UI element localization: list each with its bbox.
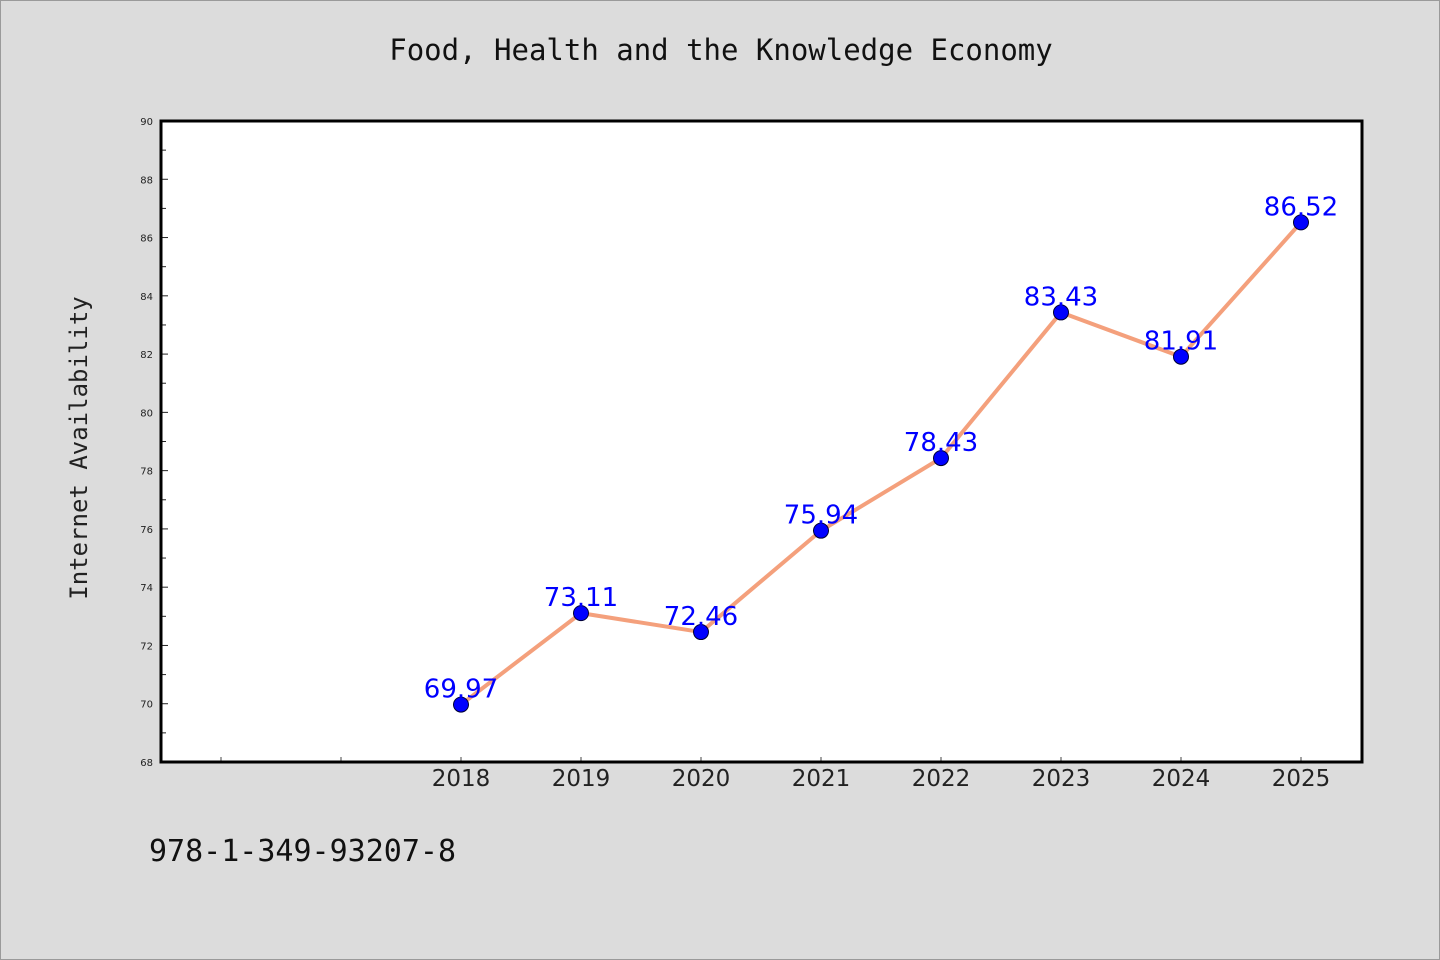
x-tick-label: 2022 [912, 766, 971, 792]
data-point [1053, 304, 1069, 321]
x-tick-label: 2018 [432, 766, 491, 792]
y-tick-label: 90 [140, 117, 153, 128]
data-point [1293, 214, 1309, 231]
chart-title: Food, Health and the Knowledge Economy [389, 33, 1053, 67]
y-tick-label: 80 [140, 408, 153, 419]
y-tick-label: 78 [140, 467, 153, 478]
data-point [573, 605, 589, 622]
data-point [933, 450, 949, 467]
series-line [459, 220, 1303, 707]
x-tick-label: 2023 [1032, 766, 1091, 792]
data-label: 73.11 [544, 583, 618, 613]
y-tick-label: 74 [140, 583, 153, 594]
data-point [1173, 348, 1189, 365]
y-tick-label: 88 [140, 175, 153, 186]
data-point [813, 522, 829, 539]
data-point [693, 624, 709, 641]
y-tick-label: 84 [140, 292, 153, 303]
data-label: 81.91 [1144, 327, 1218, 357]
data-label: 78.43 [904, 428, 978, 458]
y-tick-label: 82 [140, 350, 153, 361]
data-label: 86.52 [1264, 192, 1338, 222]
data-point [453, 696, 469, 713]
y-tick-label: 86 [140, 234, 153, 245]
plot-frame [159, 119, 1364, 764]
isbn-text: 978-1-349-93207-8 [149, 834, 457, 869]
y-tick-label: 72 [140, 641, 153, 652]
y-tick-label: 70 [140, 700, 153, 711]
y-tick-label: 68 [140, 758, 153, 769]
data-label: 72.46 [664, 602, 738, 632]
x-tick-label: 2024 [1152, 766, 1211, 792]
x-tick-label: 2021 [792, 766, 851, 792]
data-label: 69.97 [424, 675, 498, 705]
plot-background [161, 121, 1362, 762]
x-tick-label: 2019 [552, 766, 611, 792]
data-label: 75.94 [784, 501, 858, 531]
x-tick-label: 2020 [672, 766, 731, 792]
y-tick-label: 76 [140, 525, 153, 536]
data-label: 83.43 [1024, 282, 1098, 312]
x-tick-label: 2025 [1272, 766, 1331, 792]
